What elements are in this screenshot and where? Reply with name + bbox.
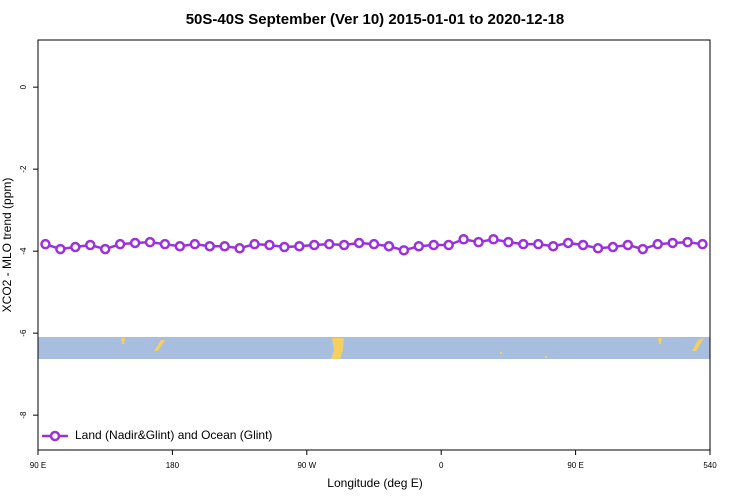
data-point [368, 238, 380, 250]
chart-title: 50S-40S September (Ver 10) 2015-01-01 to… [186, 11, 565, 28]
legend-label: Land (Nadir&Glint) and Ocean (Glint) [75, 428, 272, 442]
x-axis-label: Longitude (deg E) [327, 476, 422, 490]
data-point [533, 238, 544, 250]
data-point [488, 234, 499, 245]
data-point [592, 243, 604, 254]
legend-marker [49, 430, 61, 442]
data-point [473, 236, 484, 248]
x-tick-label: 180 [166, 461, 180, 470]
data-point [667, 237, 678, 249]
y-tick-label: 0 [19, 84, 28, 89]
data-point [294, 240, 305, 252]
y-tick-label: -6 [19, 329, 28, 337]
data-point [652, 238, 663, 250]
data-point [353, 237, 365, 249]
data-point [383, 240, 395, 252]
x-tick-label: 90 W [297, 461, 316, 470]
data-point [85, 239, 96, 251]
plot-frame [37, 39, 711, 451]
data-point [249, 238, 260, 250]
x-tick-label: 540 [703, 461, 717, 470]
data-point [219, 240, 230, 252]
data-point [55, 243, 66, 255]
data-point [323, 238, 335, 250]
data-point [114, 238, 126, 250]
data-point [503, 236, 514, 248]
x-tick-label: 90 E [567, 461, 583, 470]
data-point [428, 239, 439, 251]
data-point [159, 238, 171, 250]
data-point [204, 240, 215, 252]
data-point [562, 237, 574, 249]
data-point [622, 239, 634, 251]
y-axis-label: XCO2 - MLO trend (ppm) [0, 178, 14, 313]
data-point [637, 243, 649, 255]
data-point [547, 240, 559, 252]
data-point [607, 241, 619, 253]
data-point [338, 239, 350, 251]
data-point [413, 240, 425, 252]
data-point [70, 241, 81, 253]
data-point [144, 236, 156, 248]
data-point [40, 238, 51, 250]
y-tick-label: -8 [19, 411, 28, 419]
data-point [129, 237, 141, 249]
data-point [518, 238, 529, 250]
x-tick-label: 90 E [30, 461, 46, 470]
data-point [682, 236, 693, 248]
data-point [189, 238, 201, 250]
data-point [234, 243, 245, 254]
y-tick-label: -4 [19, 247, 28, 255]
data-point [264, 239, 275, 251]
x-tick-label: 0 [439, 461, 444, 470]
data-point [458, 234, 469, 245]
data-point [398, 245, 410, 256]
data-point [309, 239, 320, 251]
y-tick-label: -2 [19, 165, 28, 173]
data-point [577, 239, 589, 251]
land-patches [121, 338, 704, 359]
data-point [99, 243, 111, 255]
data-point [279, 241, 290, 253]
data-point [443, 239, 454, 251]
data-point [174, 240, 186, 252]
ocean-strip [38, 337, 710, 359]
data-point [697, 238, 708, 250]
